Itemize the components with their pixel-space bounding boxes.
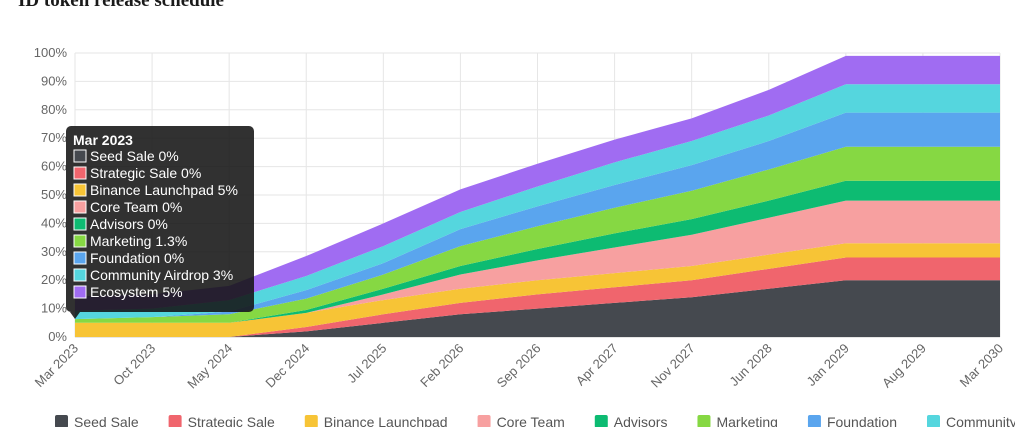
legend-item-strategic-sale[interactable]: Strategic Sale: [188, 414, 275, 427]
area-core-team[interactable]: [75, 200, 1000, 323]
x-tick-label: Feb 2026: [417, 341, 466, 390]
x-tick-label: Jun 2028: [726, 341, 774, 389]
tooltip-swatch: [73, 285, 87, 299]
y-tick-label: 50%: [41, 187, 67, 202]
tooltip-swatch: [73, 200, 87, 214]
chart-title: ID token release schedule: [18, 0, 224, 11]
tooltip-row: Community Airdrop 3%: [90, 267, 233, 283]
legend-item-foundation[interactable]: Foundation: [827, 414, 897, 427]
tooltip-swatch: [73, 251, 87, 265]
tooltip-swatch: [73, 268, 87, 282]
tooltip-swatch: [73, 183, 87, 197]
tooltip-swatch: [73, 217, 87, 231]
legend-item-advisors[interactable]: Advisors: [614, 414, 668, 427]
tooltip-title: Mar 2023: [73, 132, 133, 148]
x-tick-label: Sep 2026: [494, 341, 544, 391]
x-axis: Mar 2023 Oct 2023 May 2024 Dec 2024 Jul 2025…: [32, 341, 1006, 392]
legend-swatch-marketing: [697, 415, 711, 427]
legend-item-marketing[interactable]: Marketing: [716, 414, 777, 427]
area-foundation[interactable]: [75, 112, 1000, 320]
y-tick-label: 80%: [41, 102, 67, 117]
tooltip-row: Advisors 0%: [90, 216, 168, 232]
tooltip-row: Foundation 0%: [90, 250, 184, 266]
y-tick-label: 20%: [41, 272, 67, 287]
x-tick-label: Aug 2029: [879, 341, 929, 391]
area-strategic-sale[interactable]: [75, 257, 1000, 337]
y-axis: 0% 10% 20% 30% 40% 50% 60% 70% 80% 90% 100%: [34, 45, 68, 344]
legend: Seed Sale Strategic Sale Binance Launchpad…: [55, 414, 1015, 427]
tooltip-row: Binance Launchpad 5%: [90, 182, 238, 198]
legend-item-binance-launchpad[interactable]: Binance Launchpad: [324, 414, 448, 427]
y-tick-label: 90%: [41, 73, 67, 88]
y-tick-label: 30%: [41, 244, 67, 259]
area-binance-launchpad[interactable]: [75, 243, 1000, 337]
legend-swatch-foundation: [807, 415, 821, 427]
area-advisors[interactable]: [75, 180, 1000, 323]
tooltip-row: Ecosystem 5%: [90, 284, 183, 300]
tooltip-row: Marketing 1.3%: [90, 233, 187, 249]
legend-item-core-team[interactable]: Core Team: [497, 414, 565, 427]
area-ecosystem[interactable]: [75, 55, 1000, 311]
legend-swatch-binance-launchpad: [304, 415, 318, 427]
x-tick-label: Dec 2024: [262, 341, 312, 391]
legend-swatch-strategic-sale: [168, 415, 182, 427]
tooltip-swatch: [73, 149, 87, 163]
area-marketing[interactable]: [75, 146, 1000, 323]
x-tick-label: Oct 2023: [110, 341, 158, 389]
tooltip-row: Core Team 0%: [90, 199, 182, 215]
legend-swatch-core-team: [477, 415, 491, 427]
legend-item-community-airdrop[interactable]: Community Airdrop: [946, 414, 1015, 427]
area-community-airdrop[interactable]: [75, 84, 1000, 320]
y-tick-label: 10%: [41, 301, 67, 316]
x-tick-label: May 2024: [184, 341, 235, 392]
tooltip-row: Strategic Sale 0%: [90, 165, 201, 181]
area-series: [75, 55, 1000, 337]
y-tick-label: 40%: [41, 215, 67, 230]
tooltip-swatch: [73, 234, 87, 248]
x-tick-label: Mar 2030: [957, 341, 1006, 390]
legend-swatch-seed-sale: [55, 415, 68, 427]
y-tick-label: 70%: [41, 130, 67, 145]
x-tick-label: Jan 2029: [804, 341, 852, 389]
y-tick-label: 60%: [41, 159, 67, 174]
x-tick-label: Mar 2023: [32, 341, 81, 390]
tooltip-row: Seed Sale 0%: [90, 148, 179, 164]
legend-swatch-advisors: [594, 415, 608, 427]
x-tick-label: Nov 2027: [648, 341, 698, 391]
x-tick-label: Apr 2027: [573, 341, 621, 389]
x-tick-label: Jul 2025: [344, 341, 389, 386]
tooltip-pointer: [70, 312, 80, 319]
tooltip-box: [66, 126, 254, 312]
legend-item-seed-sale[interactable]: Seed Sale: [74, 414, 139, 427]
y-tick-label: 100%: [34, 45, 68, 60]
tooltip-swatch: [73, 166, 87, 180]
legend-swatch-community-airdrop: [927, 415, 940, 427]
y-tick-label: 0%: [48, 329, 67, 344]
